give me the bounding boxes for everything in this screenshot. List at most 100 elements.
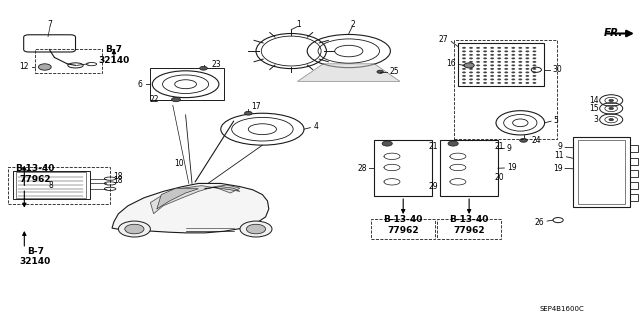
- Circle shape: [518, 78, 522, 80]
- Circle shape: [483, 61, 487, 63]
- Circle shape: [504, 75, 508, 77]
- Text: 2: 2: [351, 20, 356, 29]
- Circle shape: [462, 71, 466, 73]
- Polygon shape: [298, 64, 400, 81]
- Text: B-13-40
77962: B-13-40 77962: [383, 215, 423, 234]
- Circle shape: [511, 50, 515, 52]
- Circle shape: [532, 78, 536, 80]
- Circle shape: [483, 54, 487, 56]
- Circle shape: [469, 54, 473, 56]
- Circle shape: [511, 82, 515, 84]
- Circle shape: [483, 47, 487, 49]
- Circle shape: [469, 57, 473, 59]
- Polygon shape: [157, 188, 198, 209]
- Circle shape: [532, 57, 536, 59]
- Circle shape: [497, 57, 501, 59]
- Circle shape: [609, 118, 614, 121]
- Circle shape: [118, 221, 150, 237]
- Circle shape: [476, 54, 480, 56]
- Circle shape: [469, 64, 473, 66]
- Circle shape: [476, 82, 480, 84]
- Circle shape: [518, 47, 522, 49]
- Circle shape: [476, 47, 480, 49]
- Text: 10: 10: [174, 159, 184, 168]
- Text: 11: 11: [554, 151, 564, 160]
- Text: 29: 29: [429, 182, 438, 191]
- Circle shape: [511, 54, 515, 56]
- Text: 6: 6: [137, 80, 142, 89]
- Circle shape: [518, 50, 522, 52]
- Circle shape: [244, 111, 252, 115]
- Circle shape: [504, 54, 508, 56]
- Circle shape: [609, 99, 614, 102]
- Bar: [630, 182, 638, 189]
- Circle shape: [462, 50, 466, 52]
- Circle shape: [483, 82, 487, 84]
- Circle shape: [511, 78, 515, 80]
- Circle shape: [476, 75, 480, 77]
- Circle shape: [462, 64, 466, 66]
- Bar: [440, 140, 498, 196]
- Text: B-13-40
77962: B-13-40 77962: [15, 164, 55, 183]
- Circle shape: [490, 75, 494, 77]
- Bar: [8, 167, 110, 204]
- Circle shape: [476, 57, 480, 59]
- Polygon shape: [112, 183, 269, 233]
- Bar: [16, 172, 86, 198]
- Text: 19: 19: [553, 164, 563, 173]
- Text: 7: 7: [47, 20, 52, 29]
- Text: 9: 9: [507, 144, 512, 153]
- Circle shape: [532, 50, 536, 52]
- Text: 19: 19: [507, 164, 516, 173]
- Circle shape: [490, 82, 494, 84]
- Bar: [454, 40, 557, 139]
- Circle shape: [518, 82, 522, 84]
- Circle shape: [469, 71, 473, 73]
- Circle shape: [609, 107, 614, 110]
- Bar: [630, 170, 638, 177]
- Circle shape: [483, 71, 487, 73]
- Circle shape: [246, 224, 266, 234]
- Circle shape: [511, 68, 515, 70]
- Circle shape: [462, 61, 466, 63]
- Circle shape: [469, 61, 473, 63]
- Text: 30: 30: [552, 65, 562, 74]
- Circle shape: [464, 63, 474, 68]
- Circle shape: [497, 68, 501, 70]
- Circle shape: [497, 50, 501, 52]
- Circle shape: [518, 54, 522, 56]
- Circle shape: [483, 78, 487, 80]
- Circle shape: [476, 64, 480, 66]
- Circle shape: [497, 78, 501, 80]
- Text: 17: 17: [251, 102, 260, 111]
- Circle shape: [497, 71, 501, 73]
- Text: 28: 28: [357, 164, 367, 173]
- Circle shape: [525, 78, 529, 80]
- Text: 9: 9: [557, 143, 563, 152]
- Circle shape: [490, 54, 494, 56]
- Text: B-13-40
77962: B-13-40 77962: [449, 215, 489, 234]
- Circle shape: [525, 50, 529, 52]
- Text: 16: 16: [446, 59, 456, 68]
- Text: 18: 18: [114, 176, 123, 185]
- Circle shape: [476, 68, 480, 70]
- Bar: [578, 140, 625, 204]
- Circle shape: [483, 50, 487, 52]
- Circle shape: [483, 68, 487, 70]
- Text: 8: 8: [49, 181, 54, 189]
- Bar: [458, 43, 544, 86]
- Text: 5: 5: [554, 116, 559, 125]
- Circle shape: [462, 54, 466, 56]
- Circle shape: [511, 75, 515, 77]
- Circle shape: [504, 78, 508, 80]
- Polygon shape: [150, 185, 240, 214]
- Text: B-7
32140: B-7 32140: [20, 247, 51, 266]
- Circle shape: [532, 61, 536, 63]
- Circle shape: [172, 97, 180, 102]
- Circle shape: [462, 82, 466, 84]
- Text: 24: 24: [532, 136, 541, 145]
- Circle shape: [532, 68, 536, 70]
- Bar: [371, 219, 435, 239]
- Text: 14: 14: [589, 96, 598, 105]
- Circle shape: [511, 64, 515, 66]
